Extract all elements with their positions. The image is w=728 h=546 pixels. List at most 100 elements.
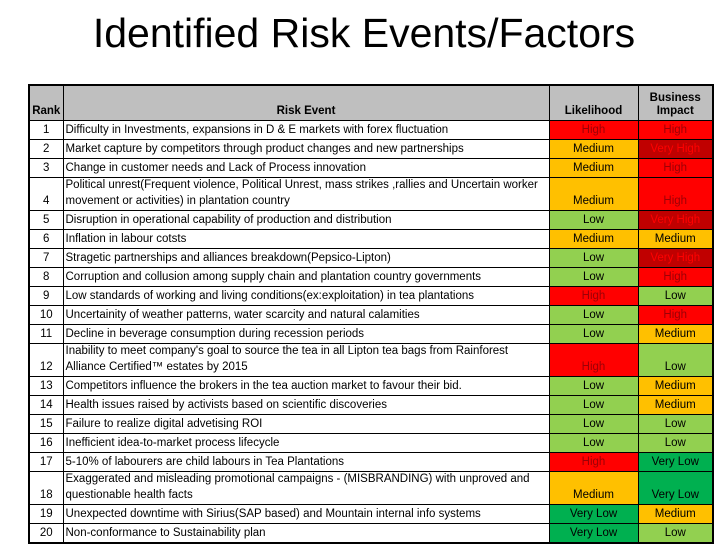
table-row: 9 Low standards of working and living con… — [28, 286, 714, 306]
likelihood-cell: Medium — [548, 158, 639, 178]
table-row: 12 Inability to meet company's goal to so… — [28, 343, 714, 377]
impact-cell: Medium — [637, 324, 714, 344]
rank-cell: 11 — [28, 324, 64, 344]
risk-event-cell: Uncertainity of weather patterns, water … — [62, 305, 550, 325]
likelihood-cell: Low — [548, 305, 639, 325]
risk-event-cell: Market capture by competitors through pr… — [62, 139, 550, 159]
rank-cell: 10 — [28, 305, 64, 325]
risk-event-cell: Competitors influence the brokers in the… — [62, 376, 550, 396]
table-row: 3 Change in customer needs and Lack of Pr… — [28, 158, 714, 178]
likelihood-cell: Very Low — [548, 504, 639, 524]
rank-cell: 20 — [28, 523, 64, 544]
impact-cell: Low — [637, 286, 714, 306]
risk-event-cell: Low standards of working and living cond… — [62, 286, 550, 306]
table-row: 15 Failure to realize digital advetising … — [28, 414, 714, 434]
impact-cell: Medium — [637, 376, 714, 396]
impact-cell: Very High — [637, 210, 714, 230]
rank-cell: 1 — [28, 120, 64, 140]
header-likelihood: Likelihood — [548, 84, 639, 121]
impact-cell: Medium — [637, 229, 714, 249]
table-row: 8 Corruption and collusion among supply c… — [28, 267, 714, 287]
rank-cell: 4 — [28, 177, 64, 211]
risk-event-cell: Exaggerated and misleading promotional c… — [62, 471, 550, 505]
risk-event-cell: Unexpected downtime with Sirius(SAP base… — [62, 504, 550, 524]
table-row: 4 Political unrest(Frequent violence, Pol… — [28, 177, 714, 211]
impact-cell: Medium — [637, 395, 714, 415]
rank-cell: 7 — [28, 248, 64, 268]
rank-cell: 16 — [28, 433, 64, 453]
risk-event-cell: Stragetic partnerships and alliances bre… — [62, 248, 550, 268]
table-row: 7 Stragetic partnerships and alliances br… — [28, 248, 714, 268]
impact-cell: Very High — [637, 248, 714, 268]
risk-event-cell: Inefficient idea-to-market process lifec… — [62, 433, 550, 453]
likelihood-cell: Low — [548, 433, 639, 453]
risk-event-cell: Inflation in labour cotsts — [62, 229, 550, 249]
risk-event-cell: 5-10% of labourers are child labours in … — [62, 452, 550, 472]
header-business-impact: Business Impact — [637, 84, 714, 121]
table-header-row: Rank Risk Event Likelihood Business Impa… — [28, 84, 714, 121]
likelihood-cell: Low — [548, 376, 639, 396]
risk-event-cell: Difficulty in Investments, expansions in… — [62, 120, 550, 140]
risk-event-cell: Non-conformance to Sustainability plan — [62, 523, 550, 544]
rank-cell: 12 — [28, 343, 64, 377]
table-row: 19 Unexpected downtime with Sirius(SAP ba… — [28, 504, 714, 524]
rank-cell: 19 — [28, 504, 64, 524]
rank-cell: 15 — [28, 414, 64, 434]
likelihood-cell: Low — [548, 210, 639, 230]
header-rank: Rank — [28, 84, 64, 121]
impact-cell: Low — [637, 523, 714, 544]
rank-cell: 5 — [28, 210, 64, 230]
impact-cell: Very Low — [637, 452, 714, 472]
table-row: 17 5-10% of labourers are child labours i… — [28, 452, 714, 472]
likelihood-cell: Low — [548, 414, 639, 434]
likelihood-cell: High — [548, 343, 639, 377]
risk-event-cell: Health issues raised by activists based … — [62, 395, 550, 415]
impact-cell: Low — [637, 414, 714, 434]
impact-cell: High — [637, 177, 714, 211]
table-row: 2 Market capture by competitors through p… — [28, 139, 714, 159]
rank-cell: 2 — [28, 139, 64, 159]
table-row: 20 Non-conformance to Sustainability plan… — [28, 523, 714, 544]
rank-cell: 14 — [28, 395, 64, 415]
rank-cell: 3 — [28, 158, 64, 178]
impact-cell: Very Low — [637, 471, 714, 505]
likelihood-cell: Medium — [548, 177, 639, 211]
impact-cell: Medium — [637, 504, 714, 524]
likelihood-cell: Very Low — [548, 523, 639, 544]
table-row: 16 Inefficient idea-to-market process lif… — [28, 433, 714, 453]
rank-cell: 9 — [28, 286, 64, 306]
likelihood-cell: High — [548, 120, 639, 140]
risk-event-cell: Corruption and collusion among supply ch… — [62, 267, 550, 287]
impact-cell: Low — [637, 343, 714, 377]
impact-cell: Low — [637, 433, 714, 453]
likelihood-cell: Medium — [548, 471, 639, 505]
impact-cell: High — [637, 158, 714, 178]
rank-cell: 13 — [28, 376, 64, 396]
risk-event-cell: Inability to meet company's goal to sour… — [62, 343, 550, 377]
table-row: 6 Inflation in labour cotsts Medium Medium — [28, 229, 714, 249]
risk-table: Rank Risk Event Likelihood Business Impa… — [28, 84, 714, 544]
likelihood-cell: Low — [548, 248, 639, 268]
table-row: 14 Health issues raised by activists base… — [28, 395, 714, 415]
risk-event-cell: Failure to realize digital advetising RO… — [62, 414, 550, 434]
rank-cell: 8 — [28, 267, 64, 287]
table-row: 11 Decline in beverage consumption during… — [28, 324, 714, 344]
header-risk-event: Risk Event — [62, 84, 550, 121]
likelihood-cell: Medium — [548, 229, 639, 249]
table-row: 18 Exaggerated and misleading promotional… — [28, 471, 714, 505]
table-body: 1 Difficulty in Investments, expansions i… — [28, 120, 714, 544]
impact-cell: Very High — [637, 139, 714, 159]
table-row: 10 Uncertainity of weather patterns, wate… — [28, 305, 714, 325]
impact-cell: High — [637, 305, 714, 325]
table-row: 1 Difficulty in Investments, expansions i… — [28, 120, 714, 140]
likelihood-cell: Low — [548, 267, 639, 287]
impact-cell: High — [637, 120, 714, 140]
likelihood-cell: Low — [548, 324, 639, 344]
likelihood-cell: High — [548, 452, 639, 472]
likelihood-cell: High — [548, 286, 639, 306]
impact-cell: High — [637, 267, 714, 287]
table-row: 5 Disruption in operational capability of… — [28, 210, 714, 230]
risk-event-cell: Disruption in operational capability of … — [62, 210, 550, 230]
table-row: 13 Competitors influence the brokers in t… — [28, 376, 714, 396]
